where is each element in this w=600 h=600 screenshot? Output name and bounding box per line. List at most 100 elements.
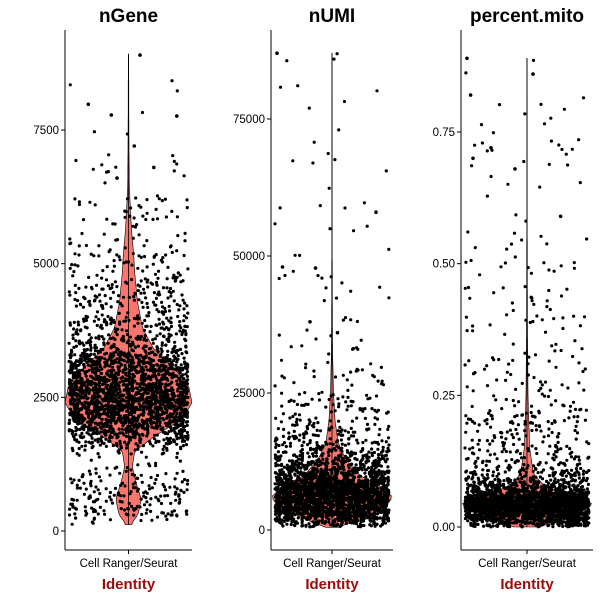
data-point: [273, 384, 277, 388]
data-point: [361, 462, 365, 467]
data-point: [154, 280, 159, 284]
data-point: [162, 411, 166, 415]
data-point: [182, 428, 186, 432]
data-point: [145, 211, 149, 215]
data-point: [177, 416, 181, 420]
data-point: [353, 515, 357, 519]
data-point: [135, 223, 139, 227]
data-point: [152, 255, 156, 259]
data-point: [102, 343, 106, 347]
data-point: [100, 287, 104, 291]
data-point: [326, 151, 330, 156]
data-point: [132, 513, 136, 517]
data-point: [176, 234, 180, 238]
data-point: [74, 432, 78, 437]
data-point: [125, 443, 129, 447]
data-point: [387, 443, 391, 447]
data-point: [107, 364, 112, 368]
data-point: [143, 277, 147, 281]
data-point: [384, 169, 388, 173]
data-point: [125, 386, 129, 390]
data-point: [130, 402, 134, 407]
data-point: [93, 421, 97, 425]
data-point: [111, 392, 116, 396]
data-point: [118, 417, 122, 421]
data-point: [147, 374, 151, 378]
data-point: [115, 285, 119, 289]
data-point: [111, 443, 115, 448]
data-point: [106, 430, 110, 434]
y-tick-label: 2500: [33, 392, 59, 404]
data-point: [173, 340, 177, 344]
data-point: [74, 304, 78, 308]
data-point: [70, 369, 74, 373]
data-point: [308, 525, 312, 529]
data-point: [347, 436, 351, 441]
data-point: [179, 406, 183, 410]
data-point: [96, 349, 100, 353]
data-point: [329, 410, 333, 414]
data-point: [151, 300, 156, 304]
data-point: [94, 372, 98, 376]
data-point: [333, 469, 338, 473]
data-point: [80, 431, 84, 435]
data-point: [185, 370, 190, 374]
data-point: [77, 371, 81, 375]
data-point: [321, 512, 325, 516]
data-point: [86, 383, 90, 387]
data-point: [295, 417, 299, 421]
data-point: [144, 338, 149, 343]
data-point: [73, 361, 77, 365]
data-point: [155, 515, 160, 519]
data-point: [166, 378, 170, 382]
data-point: [112, 259, 116, 263]
data-point: [146, 285, 150, 289]
data-point: [87, 340, 91, 345]
data-point: [324, 515, 328, 519]
data-point: [118, 471, 122, 475]
data-point: [345, 449, 349, 453]
data-point: [163, 404, 167, 408]
data-point: [131, 405, 135, 409]
data-point: [324, 286, 328, 290]
data-point: [139, 279, 143, 283]
data-point: [174, 414, 178, 419]
data-point: [109, 384, 113, 388]
data-point: [97, 334, 101, 338]
data-point: [71, 274, 75, 278]
data-point: [111, 427, 115, 431]
data-point: [386, 511, 390, 515]
outlier-point: [175, 114, 179, 118]
data-point: [136, 444, 140, 448]
data-point: [375, 517, 379, 521]
data-point: [175, 455, 179, 459]
data-point: [94, 369, 98, 373]
data-point: [117, 387, 121, 391]
data-point: [306, 443, 310, 447]
data-point: [88, 357, 92, 361]
data-point: [74, 516, 78, 520]
data-point: [70, 263, 74, 267]
data-point: [312, 140, 316, 144]
data-point: [280, 486, 284, 490]
data-point: [184, 392, 189, 396]
data-point: [140, 110, 145, 115]
data-point: [334, 440, 338, 444]
data-point: [123, 367, 127, 372]
data-point: [364, 438, 368, 442]
data-point: [98, 443, 102, 447]
data-point: [179, 488, 183, 492]
data-point: [100, 163, 104, 167]
data-point: [144, 296, 148, 300]
data-point: [153, 415, 157, 419]
data-point: [119, 446, 123, 450]
data-point: [309, 446, 313, 450]
data-point: [81, 424, 86, 428]
data-point: [182, 174, 186, 178]
data-point: [297, 465, 301, 469]
data-point: [292, 482, 296, 486]
data-point: [184, 372, 188, 376]
data-point: [277, 483, 282, 487]
data-point: [96, 383, 100, 387]
data-point: [140, 412, 144, 416]
